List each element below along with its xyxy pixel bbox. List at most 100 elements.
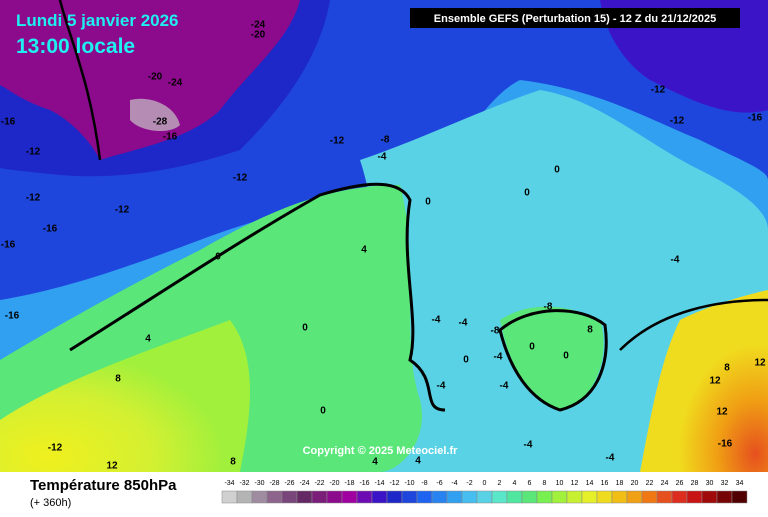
legend-tick-label: 8 [543, 480, 547, 487]
contour-label: -4 [500, 381, 509, 392]
legend-tick-label: 20 [631, 480, 639, 487]
legend-swatch [251, 490, 268, 504]
contour-label: 0 [320, 406, 326, 417]
legend-swatch [536, 490, 553, 504]
legend-swatch [506, 490, 523, 504]
legend-swatch [566, 490, 583, 504]
contour-label: -24 [251, 20, 266, 31]
legend-tick-label: 32 [721, 480, 729, 487]
footer-lead: (+ 360h) [30, 497, 71, 509]
legend-swatch [221, 490, 238, 504]
contour-label: -12 [115, 205, 130, 216]
contour-label: 4 [145, 334, 151, 345]
legend-swatch [281, 490, 298, 504]
forecast-time: 13:00 locale [16, 35, 135, 58]
legend-tick-label: 4 [513, 480, 517, 487]
legend-tick-label: 0 [483, 480, 487, 487]
contour-label: 12 [106, 461, 118, 472]
legend-swatch [491, 490, 508, 504]
legend-swatch [341, 490, 358, 504]
legend-tick-label: 18 [616, 480, 624, 487]
legend-tick-label: 24 [661, 480, 669, 487]
contour-zero [619, 298, 768, 351]
legend-swatch [356, 490, 373, 504]
legend-swatch [401, 490, 418, 504]
contour-label: -8 [544, 302, 553, 313]
legend-tick-label: 16 [601, 480, 609, 487]
contour-label: -20 [148, 72, 163, 83]
contour-line [58, 0, 102, 161]
legend-swatch [386, 490, 403, 504]
contour-label: -16 [5, 311, 20, 322]
legend-tick-label: 28 [691, 480, 699, 487]
legend-swatch [551, 490, 568, 504]
legend-tick-label: -32 [239, 480, 249, 487]
legend-tick-label: 10 [556, 480, 564, 487]
footer-title: Température 850hPa [30, 477, 177, 494]
legend-tick-label: -28 [269, 480, 279, 487]
legend-tick-label: -16 [359, 480, 369, 487]
contour-label: 0 [463, 355, 469, 366]
warm-zone-se [640, 290, 768, 472]
legend-tick-label: 26 [676, 480, 684, 487]
legend-tick-label: -4 [451, 480, 457, 487]
legend-swatch [716, 490, 733, 504]
cold-zone-ne [600, 0, 768, 113]
legend-tick-label: -22 [314, 480, 324, 487]
contour-label: -4 [524, 440, 533, 451]
contour-label: 0 [425, 197, 431, 208]
contour-label: -28 [153, 117, 168, 128]
legend-tick-label: -30 [254, 480, 264, 487]
contour-label: -4 [606, 453, 615, 464]
contour-label: -4 [459, 318, 468, 329]
contour-label: -8 [381, 135, 390, 146]
legend-swatch [431, 490, 448, 504]
legend-tick-label: -34 [224, 480, 234, 487]
contour-label: -12 [26, 147, 41, 158]
contour-label: 12 [716, 407, 728, 418]
legend-swatch [446, 490, 463, 504]
legend-tick-label: -24 [299, 480, 309, 487]
contour-label: 0 [302, 323, 308, 334]
legend-swatch [656, 490, 673, 504]
cold-spot [130, 98, 180, 132]
legend-tick-label: -2 [466, 480, 472, 487]
legend-tick-label: -12 [389, 480, 399, 487]
contour-label: -16 [163, 132, 178, 143]
contour-label: -12 [670, 116, 685, 127]
legend-swatch [641, 490, 658, 504]
legend-tick-label: 22 [646, 480, 654, 487]
legend-swatch [581, 490, 598, 504]
contour-label: -4 [671, 255, 680, 266]
legend-swatch [296, 490, 313, 504]
contour-label: 0 [524, 188, 530, 199]
contour-label: -12 [330, 136, 345, 147]
legend-swatch [701, 490, 718, 504]
contour-label: 8 [587, 325, 593, 336]
legend-tick-label: 14 [586, 480, 594, 487]
contour-label: -16 [1, 117, 16, 128]
run-info: Ensemble GEFS (Perturbation 15) - 12 Z d… [434, 13, 716, 25]
contour-label: -12 [48, 443, 63, 454]
contour-label: -12 [26, 193, 41, 204]
contour-labels: -24-20-20-24-28-16-16-12-12-16-12-12-12-… [1, 20, 766, 472]
legend-swatch [461, 490, 478, 504]
contour-label: -16 [43, 224, 58, 235]
contour-label: 12 [709, 376, 721, 387]
cold-core [0, 0, 300, 160]
legend-swatch [731, 490, 748, 504]
contour-label: 12 [754, 358, 766, 369]
warm-zone [0, 320, 250, 472]
contour-label: -24 [168, 78, 183, 89]
forecast-date: Lundi 5 janvier 2026 [16, 11, 179, 30]
contour-label: 0 [529, 342, 535, 353]
run-banner [410, 8, 740, 28]
contour-zero [69, 182, 446, 412]
contour-label: -16 [748, 113, 763, 124]
legend-swatch [686, 490, 703, 504]
legend-tick-label: 30 [706, 480, 714, 487]
contour-label: -16 [718, 439, 733, 450]
legend-swatch [596, 490, 613, 504]
contour-label: 4 [372, 457, 378, 468]
